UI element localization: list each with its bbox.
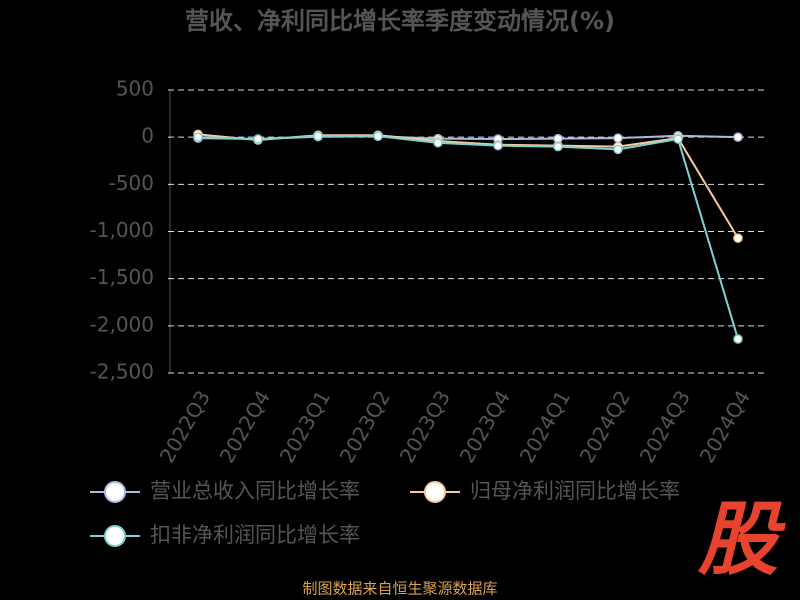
x-tick-label: 2024Q3 — [635, 386, 695, 467]
series-line — [197, 133, 739, 239]
legend-marker — [104, 525, 126, 547]
point — [433, 138, 443, 148]
y-tick-label: -1,500 — [90, 265, 154, 289]
y-tick-label: -500 — [109, 171, 154, 195]
point — [313, 131, 323, 141]
x-tick-label: 2024Q2 — [575, 386, 635, 467]
x-tick-label: 2024Q4 — [695, 386, 755, 467]
x-tick-label: 2023Q4 — [455, 386, 515, 467]
series-line — [197, 135, 739, 340]
point — [733, 233, 743, 243]
point — [613, 133, 623, 143]
y-tick-label: 0 — [141, 124, 154, 148]
chart-title: 营收、净利同比增长率季度变动情况(%) — [185, 7, 615, 35]
x-tick-label: 2022Q4 — [215, 386, 275, 467]
legend-label: 归母净利润同比增长率 — [470, 479, 680, 503]
point — [673, 134, 683, 144]
x-tick-label: 2024Q1 — [515, 386, 575, 467]
logo: 股 — [697, 493, 786, 586]
x-tick-label: 2022Q3 — [155, 386, 215, 467]
source-note: 制图数据来自恒生聚源数据库 — [302, 580, 497, 598]
point — [613, 144, 623, 155]
legend-marker — [424, 481, 446, 503]
y-tick-label: 500 — [116, 77, 154, 101]
y-tick-label: -2,000 — [90, 312, 154, 336]
x-tick-label: 2023Q1 — [275, 386, 335, 467]
point — [553, 141, 563, 152]
point — [253, 134, 263, 144]
point — [493, 140, 503, 151]
y-tick-label: -1,000 — [90, 218, 154, 242]
x-tick-label: 2023Q3 — [395, 386, 455, 467]
legend-label: 营业总收入同比增长率 — [150, 479, 360, 503]
legend-label: 扣非净利润同比增长率 — [150, 523, 360, 547]
point — [373, 131, 383, 141]
point — [193, 132, 203, 142]
point — [733, 132, 743, 142]
x-tick-label: 2023Q2 — [335, 386, 395, 467]
legend-marker — [104, 481, 126, 503]
y-tick-label: -2,500 — [90, 360, 154, 384]
point — [733, 334, 743, 344]
